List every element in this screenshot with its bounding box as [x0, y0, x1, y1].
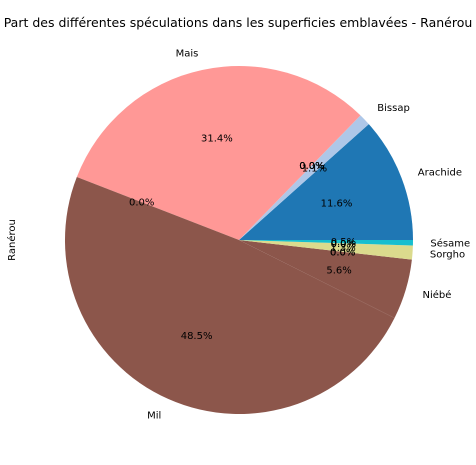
pie-labels: Arachide11.6%Bissap1.1%0.0%0.0%0.0%Mais3… — [129, 49, 470, 422]
y-axis-label: Ranérou — [6, 219, 18, 261]
pct-label-unlabeled-9: 0.0% — [330, 247, 355, 258]
pct-label-sorgho-11: 1.3% — [330, 243, 355, 254]
pct-label-mil-7: 48.5% — [181, 331, 213, 342]
slice-label-mais-5: Mais — [176, 49, 199, 60]
pct-label-sesame-14: 0.5% — [331, 237, 356, 248]
pct-label-unlabeled-4: 0.0% — [299, 161, 324, 172]
slice-label-niebe-8: Niébé — [423, 289, 452, 301]
pie-slice-niebe-8 — [239, 240, 412, 319]
pct-label-mais-5: 31.4% — [201, 134, 233, 145]
pct-label-arachide-0: 11.6% — [321, 198, 353, 209]
pct-label-unlabeled-13: 0.0% — [331, 239, 356, 250]
pie-slice-sesame-14 — [239, 240, 413, 246]
pie-slices — [64, 66, 413, 415]
pie-slice-bissap-1 — [239, 115, 369, 240]
pct-label-unlabeled-12: 0.0% — [331, 239, 356, 250]
pct-label-unlabeled-6: 0.0% — [129, 198, 154, 209]
pct-label-unlabeled-10: 0.0% — [330, 247, 355, 258]
pie-slice-mais-5 — [76, 66, 361, 240]
slice-label-arachide-0: Arachide — [418, 167, 462, 178]
pct-label-unlabeled-2: 0.0% — [299, 161, 324, 172]
pct-label-bissap-1: 1.1% — [302, 163, 327, 174]
chart-title: Part des différentes spéculations dans l… — [4, 15, 473, 30]
pie-slice-sorgho-11 — [239, 240, 413, 260]
slice-label-sorgho-11: Sorgho — [430, 249, 465, 260]
pie-slice-arachide-0 — [239, 124, 413, 240]
pct-label-niebe-8: 5.6% — [326, 265, 351, 276]
pie-slice-mil-7 — [64, 176, 395, 415]
slice-label-sesame-14: Sésame — [430, 238, 470, 250]
pct-label-unlabeled-3: 0.0% — [299, 161, 324, 172]
slice-label-mil-7: Mil — [147, 410, 161, 421]
slice-label-bissap-1: Bissap — [377, 103, 410, 114]
